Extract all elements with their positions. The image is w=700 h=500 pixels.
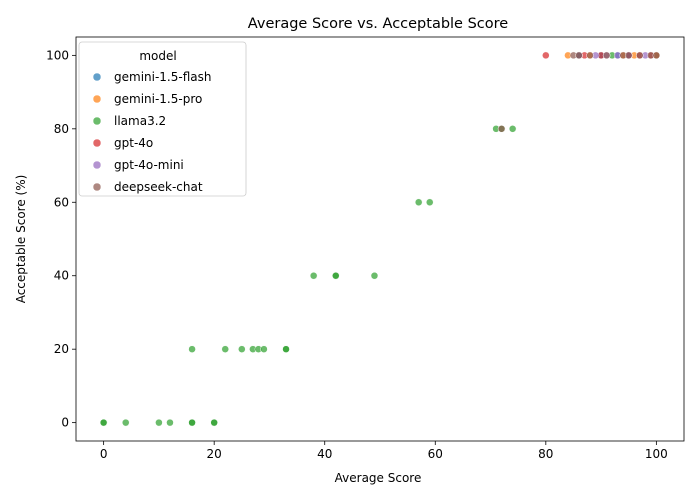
legend-label: gpt-4o-mini <box>114 158 184 172</box>
legend-entry: gemini-1.5-flash <box>92 70 211 84</box>
legend-marker <box>92 116 102 126</box>
y-tick-label: 20 <box>54 342 69 356</box>
y-tick-label: 80 <box>54 122 69 136</box>
legend-label: gemini-1.5-pro <box>114 92 202 106</box>
legend-marker <box>92 160 102 170</box>
legend-label: gemini-1.5-flash <box>114 70 211 84</box>
y-tick-label: 100 <box>46 48 69 62</box>
legend-marker <box>92 94 102 104</box>
x-tick-label: 100 <box>645 447 668 461</box>
x-tick-label: 0 <box>100 447 108 461</box>
legend-entry: gpt-4o <box>92 136 153 150</box>
series-deepseek-chat <box>497 51 661 133</box>
data-point <box>260 345 268 353</box>
y-tick-label: 40 <box>54 269 69 283</box>
x-axis-label: Average Score <box>335 471 422 485</box>
data-point <box>155 418 163 427</box>
legend-marker <box>92 72 102 82</box>
legend-label: gpt-4o <box>114 136 153 150</box>
data-point <box>636 51 644 60</box>
x-tick-label: 80 <box>538 447 553 461</box>
legend-label: deepseek-chat <box>114 180 203 194</box>
legend-marker <box>92 182 102 192</box>
data-point <box>210 418 218 427</box>
data-point <box>624 51 633 60</box>
data-point <box>332 271 340 280</box>
legend-entry: gpt-4o-mini <box>92 158 184 172</box>
data-point <box>542 51 550 60</box>
legend-box <box>78 41 247 197</box>
y-axis-ticks: 0 20 40 60 80 100 <box>46 48 76 430</box>
data-point <box>121 418 130 427</box>
data-points <box>99 51 661 427</box>
data-point <box>508 125 517 133</box>
legend-entries: gemini-1.5-flash gemini-1.5-pro llama3.2 gp… <box>92 70 211 194</box>
x-axis-ticks: 0 20 40 60 80 100 <box>100 441 668 461</box>
data-point <box>166 418 174 427</box>
data-point <box>414 198 423 207</box>
data-point <box>188 345 196 353</box>
legend-label: llama3.2 <box>114 114 166 128</box>
data-point <box>425 198 434 207</box>
data-point <box>282 345 290 353</box>
legend-marker <box>92 138 102 148</box>
chart-title: Average Score vs. Acceptable Score <box>248 16 508 32</box>
data-point <box>370 271 379 280</box>
data-point <box>188 418 196 427</box>
data-point <box>221 345 229 353</box>
x-tick-label: 60 <box>428 447 443 461</box>
legend: model gemini-1.5-flash gemini-1.5-pro llam… <box>78 41 247 197</box>
y-tick-label: 0 <box>61 416 69 430</box>
data-point <box>238 345 246 353</box>
x-tick-label: 40 <box>317 447 332 461</box>
data-point <box>602 51 611 60</box>
y-tick-label: 60 <box>54 195 69 209</box>
legend-entry: gemini-1.5-pro <box>92 92 202 106</box>
legend-entry: llama3.2 <box>92 114 166 128</box>
data-point <box>575 51 583 60</box>
legend-title: model <box>139 49 176 63</box>
y-axis-label: Acceptable Score (%) <box>14 175 28 304</box>
x-tick-label: 20 <box>207 447 222 461</box>
data-point <box>586 51 594 60</box>
data-point <box>652 51 661 60</box>
legend-entry: deepseek-chat <box>92 180 203 194</box>
data-point <box>99 418 108 427</box>
data-point <box>497 125 506 133</box>
data-point <box>309 271 318 280</box>
